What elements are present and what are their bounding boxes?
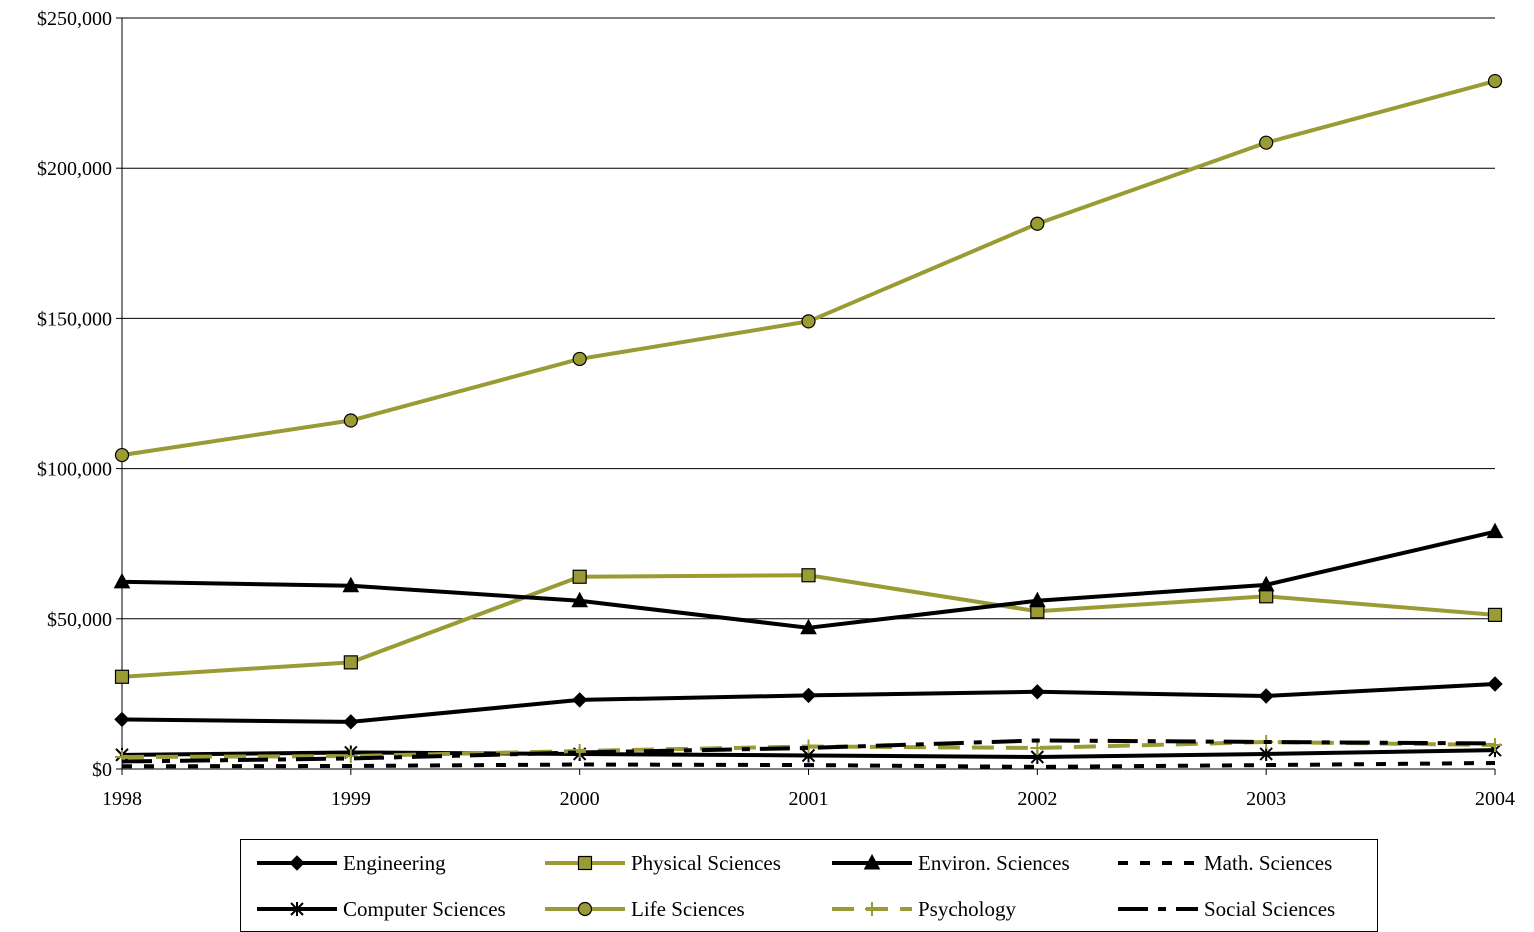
data-point (1259, 135, 1274, 150)
data-point (801, 314, 816, 329)
data-point (343, 714, 359, 730)
data-point (1487, 676, 1503, 692)
data-point (1028, 591, 1046, 608)
y-tick-label: $150,000 (37, 308, 112, 330)
data-point (1030, 740, 1045, 755)
x-tick-label: 1999 (331, 788, 371, 810)
series-life-sciences (114, 73, 1503, 463)
y-tick-label: $100,000 (37, 459, 112, 481)
legend-item-math-sciences: Math. Sciences (1118, 851, 1332, 875)
legend-item-life-sciences: Life Sciences (545, 897, 745, 921)
x-tick-label: 2002 (1017, 788, 1057, 810)
legend-label: Computer Sciences (343, 897, 506, 921)
y-tick-label: $250,000 (37, 8, 112, 30)
legend-label: Engineering (343, 851, 446, 875)
y-tick-label: $50,000 (47, 609, 112, 631)
series-line-social-sciences (121, 738, 1496, 764)
legend-item-environ-sciences: Environ. Sciences (832, 851, 1070, 875)
data-point (1259, 746, 1273, 761)
series-social-sciences (121, 738, 1496, 764)
axes: $0 $50,000 $100,000 $150,000 $200,000 $250,00… (37, 8, 1515, 810)
data-point (343, 413, 358, 428)
series-line-life-sciences (121, 79, 1496, 458)
legend-item-engineering: Engineering (257, 851, 446, 875)
series-line-math-sciences (121, 760, 1496, 769)
legend-marker (865, 902, 879, 916)
data-point (800, 687, 817, 704)
legend: Engineering Physical Sciences Environ. Sci… (240, 839, 1378, 932)
legend-marker (290, 902, 304, 916)
data-point (343, 749, 358, 764)
legend-box (240, 839, 1378, 932)
legend-label: Math. Sciences (1204, 851, 1332, 875)
legend-label: Social Sciences (1204, 897, 1335, 921)
legend-marker (863, 853, 881, 870)
series-environ-sciences (113, 522, 1504, 635)
series-math-sciences (121, 760, 1496, 769)
data-point (572, 569, 587, 584)
data-point (115, 749, 129, 764)
data-point (114, 669, 130, 684)
data-point (1487, 73, 1503, 89)
data-point (114, 711, 130, 728)
data-point (1029, 684, 1046, 700)
legend-marker (577, 901, 593, 917)
legend-label: Environ. Sciences (918, 851, 1070, 875)
series-lines (113, 73, 1504, 769)
y-tick-label: $0 (92, 759, 112, 781)
legend-marker (577, 855, 593, 871)
data-point (572, 351, 587, 367)
legend-marker (289, 855, 305, 871)
x-tick-label: 2003 (1246, 788, 1286, 810)
legend-label: Physical Sciences (631, 851, 781, 875)
x-tick-label: 2004 (1475, 788, 1515, 810)
x-tick-label: 2001 (789, 788, 829, 810)
y-tick-label: $200,000 (37, 158, 112, 180)
data-point (801, 568, 816, 583)
data-point (343, 655, 358, 670)
x-tick-label: 2000 (560, 788, 600, 810)
series-engineering (114, 676, 1503, 730)
data-point (1259, 589, 1274, 604)
data-point (571, 692, 588, 708)
legend-label: Psychology (918, 897, 1017, 921)
data-point (1030, 216, 1045, 231)
legend-item-physical-sciences: Physical Sciences (545, 851, 781, 875)
data-point (1488, 737, 1502, 752)
data-point (1487, 607, 1503, 622)
legend-item-computer-sciences: Computer Sciences (257, 897, 506, 921)
data-point (571, 591, 589, 608)
data-point (1258, 688, 1274, 704)
series-physical-sciences (114, 568, 1503, 684)
data-point (1257, 575, 1275, 592)
legend-item-psychology: Psychology (832, 897, 1017, 921)
legend-item-social-sciences: Social Sciences (1118, 897, 1335, 921)
data-point (114, 447, 130, 463)
data-point (800, 618, 817, 635)
data-point (1486, 522, 1504, 539)
data-point (113, 572, 131, 589)
data-point (342, 576, 360, 593)
x-tick-label: 1998 (102, 788, 142, 810)
legend-label: Life Sciences (631, 897, 745, 921)
